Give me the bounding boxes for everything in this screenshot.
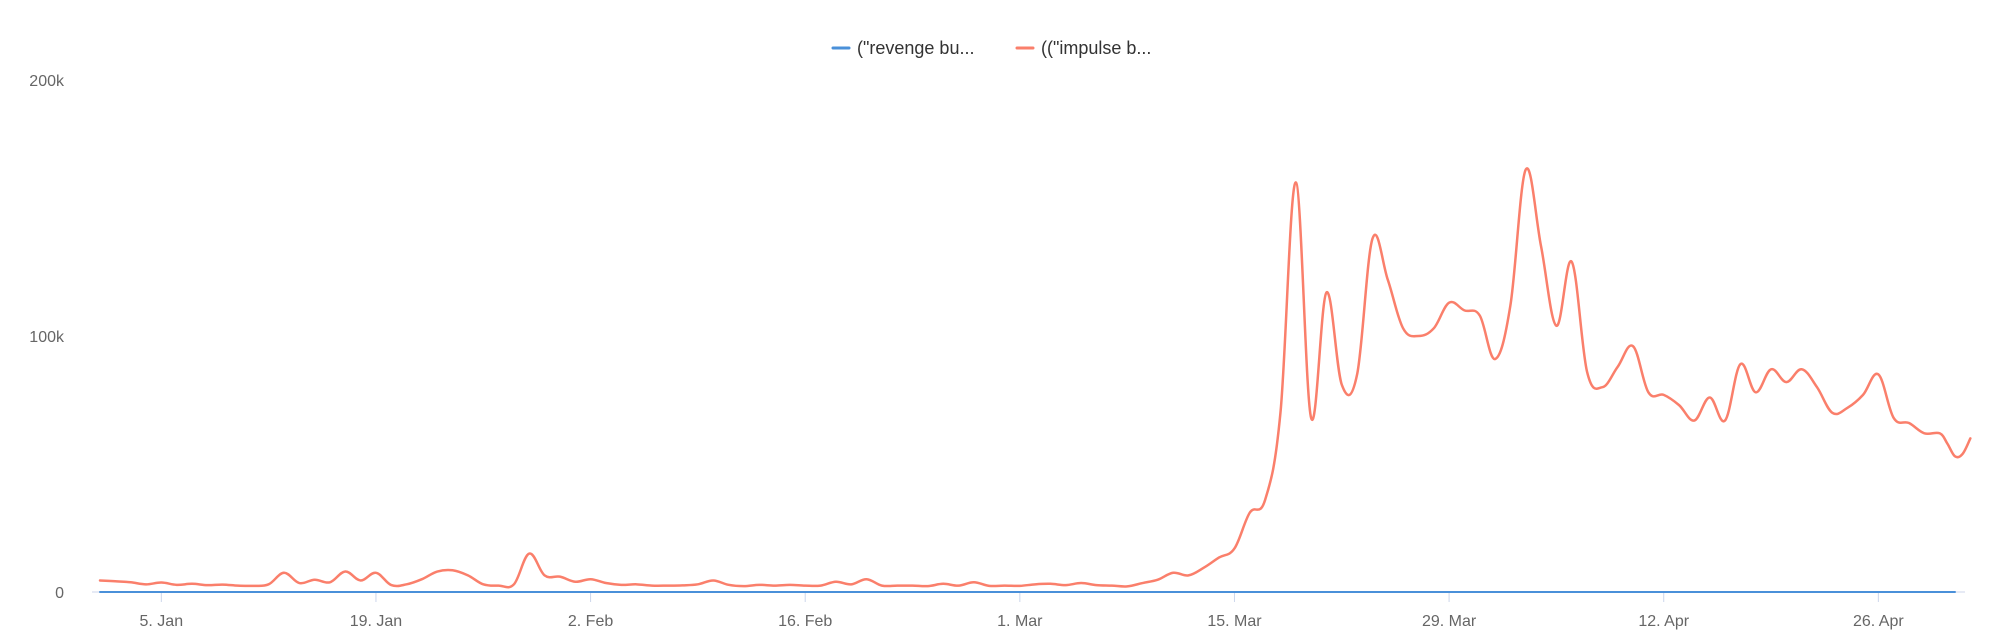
legend-label: ("revenge bu... xyxy=(857,38,974,58)
x-tick-label: 5. Jan xyxy=(140,613,184,630)
x-tick-label: 16. Feb xyxy=(778,613,832,630)
x-tick-label: 2. Feb xyxy=(568,613,613,630)
legend-item-1[interactable]: (("impulse b... xyxy=(1015,38,1151,58)
y-tick-label: 200k xyxy=(29,73,65,90)
plot-area xyxy=(98,167,1972,594)
x-tick-label: 26. Apr xyxy=(1853,613,1904,630)
x-tick-label: 12. Apr xyxy=(1638,613,1689,630)
y-tick-label: 100k xyxy=(29,329,65,346)
y-tick-label: 0 xyxy=(55,585,64,602)
series-line-1[interactable] xyxy=(98,167,1972,589)
x-tick-label: 15. Mar xyxy=(1207,613,1262,630)
y-axis: 0 100k 200k xyxy=(29,73,65,602)
x-tick-label: 19. Jan xyxy=(350,613,402,630)
legend-item-0[interactable]: ("revenge bu... xyxy=(831,38,974,58)
x-tick-label: 29. Mar xyxy=(1422,613,1477,630)
x-axis: 5. Jan 19. Jan 2. Feb 16. Feb 1. Mar 15. Mar 2… xyxy=(92,591,1965,630)
legend: ("revenge bu... (("impulse b... xyxy=(831,38,1151,58)
legend-label: (("impulse b... xyxy=(1041,38,1151,58)
x-tick-label: 1. Mar xyxy=(997,613,1043,630)
